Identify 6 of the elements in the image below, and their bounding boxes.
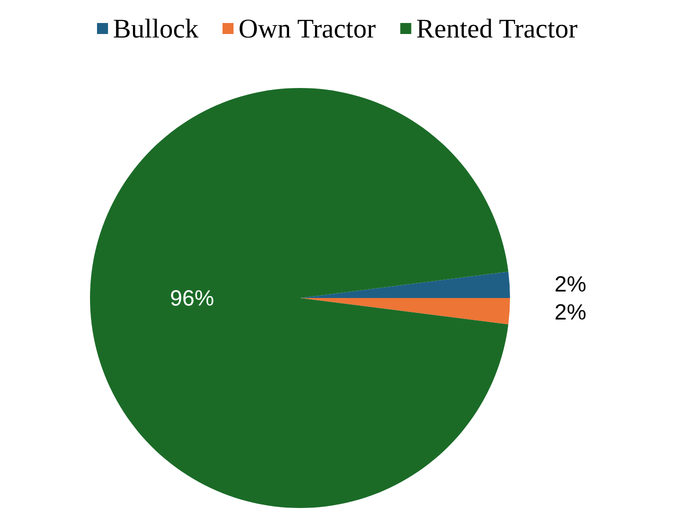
legend-label: Bullock: [113, 14, 200, 44]
data-label: 96%: [170, 286, 214, 310]
legend-label: Own Tractor: [238, 14, 376, 44]
data-label: 2%: [554, 271, 586, 296]
legend-label: Rented Tractor: [416, 14, 578, 44]
data-label: 2%: [554, 300, 586, 325]
